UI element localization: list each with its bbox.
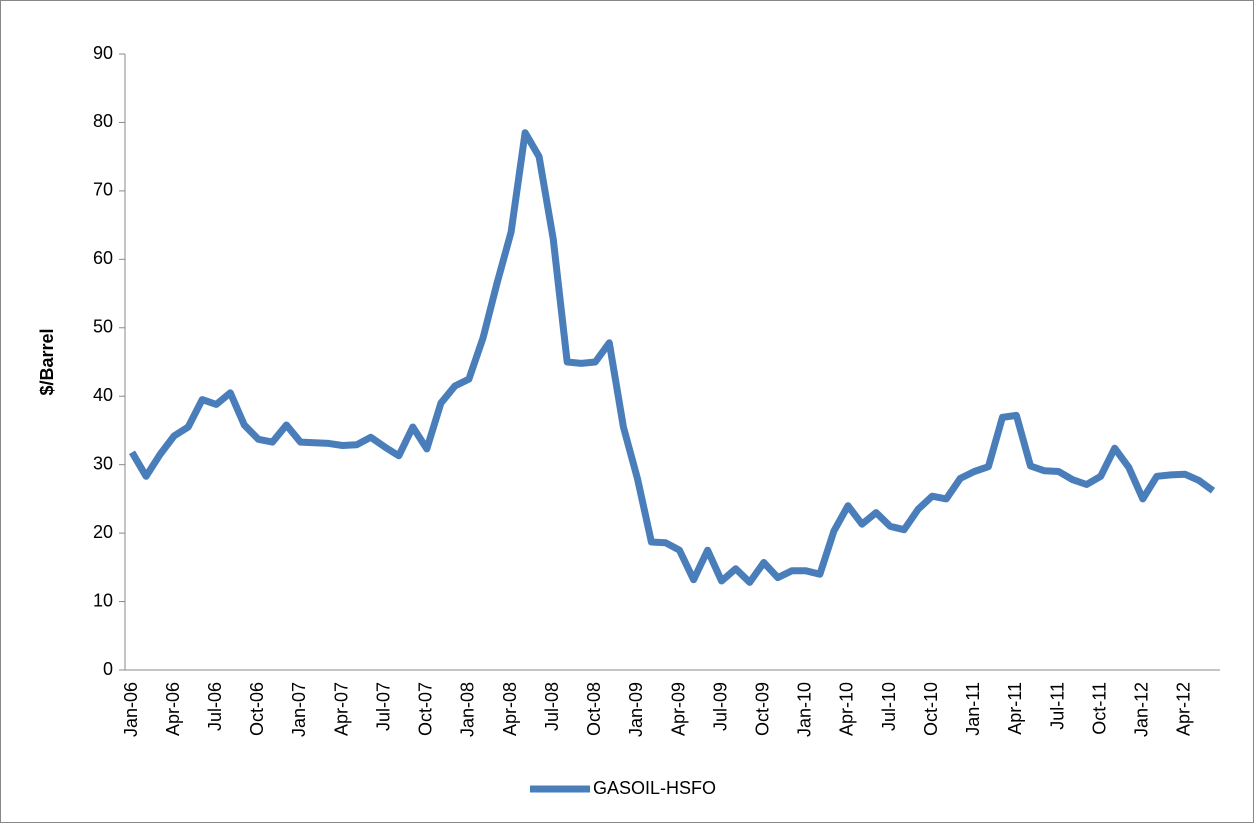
x-tick-label: Oct-06 [247, 682, 267, 736]
x-tick-label: Apr-09 [668, 682, 688, 736]
y-tick-label: 20 [93, 522, 113, 542]
legend-label: GASOIL-HSFO [593, 778, 716, 798]
y-tick-label: 40 [93, 385, 113, 405]
x-tick-label: Jan-09 [626, 682, 646, 737]
x-tick-label: Jul-11 [1047, 682, 1067, 730]
x-tick-label: Oct-08 [584, 682, 604, 736]
x-tick-label: Apr-10 [837, 682, 857, 736]
x-tick-label: Jul-06 [205, 682, 225, 731]
x-tick-label: Jan-12 [1132, 682, 1152, 737]
y-tick-label: 60 [93, 248, 113, 268]
x-tick-label: Jul-07 [373, 682, 393, 731]
x-tick-label: Jan-07 [289, 682, 309, 737]
y-tick-label: 50 [93, 317, 113, 337]
x-tick-label: Apr-07 [331, 682, 351, 736]
x-tick-label: Jan-10 [795, 682, 815, 737]
y-tick-label: 30 [93, 453, 113, 473]
data-line [128, 129, 1216, 586]
x-tick-label: Apr-08 [500, 682, 520, 736]
x-tick-label: Jul-08 [542, 682, 562, 731]
x-tick-label: Jul-10 [879, 682, 899, 731]
x-tick-label: Jan-06 [121, 682, 141, 737]
x-tick-label: Apr-11 [1005, 682, 1025, 735]
y-tick-label: 70 [93, 180, 113, 200]
x-tick-label: Jan-08 [458, 682, 478, 737]
y-tick-label: 90 [93, 43, 113, 63]
y-tick-label: 80 [93, 111, 113, 131]
x-tick-label: Apr-06 [163, 682, 183, 736]
x-tick-label: Oct-09 [753, 682, 773, 736]
x-tick-label: Oct-07 [416, 682, 436, 736]
x-tick-label: Oct-10 [921, 682, 941, 736]
x-tick-label: Jan-11 [963, 682, 983, 736]
x-tick-label: Oct-11 [1089, 682, 1109, 735]
x-tick-label: Jul-09 [710, 682, 730, 731]
y-tick-label: 10 [93, 590, 113, 610]
x-tick-label: Apr-12 [1174, 682, 1194, 736]
y-tick-label: 0 [103, 659, 113, 679]
y-axis-label: $/Barrel [37, 328, 57, 395]
